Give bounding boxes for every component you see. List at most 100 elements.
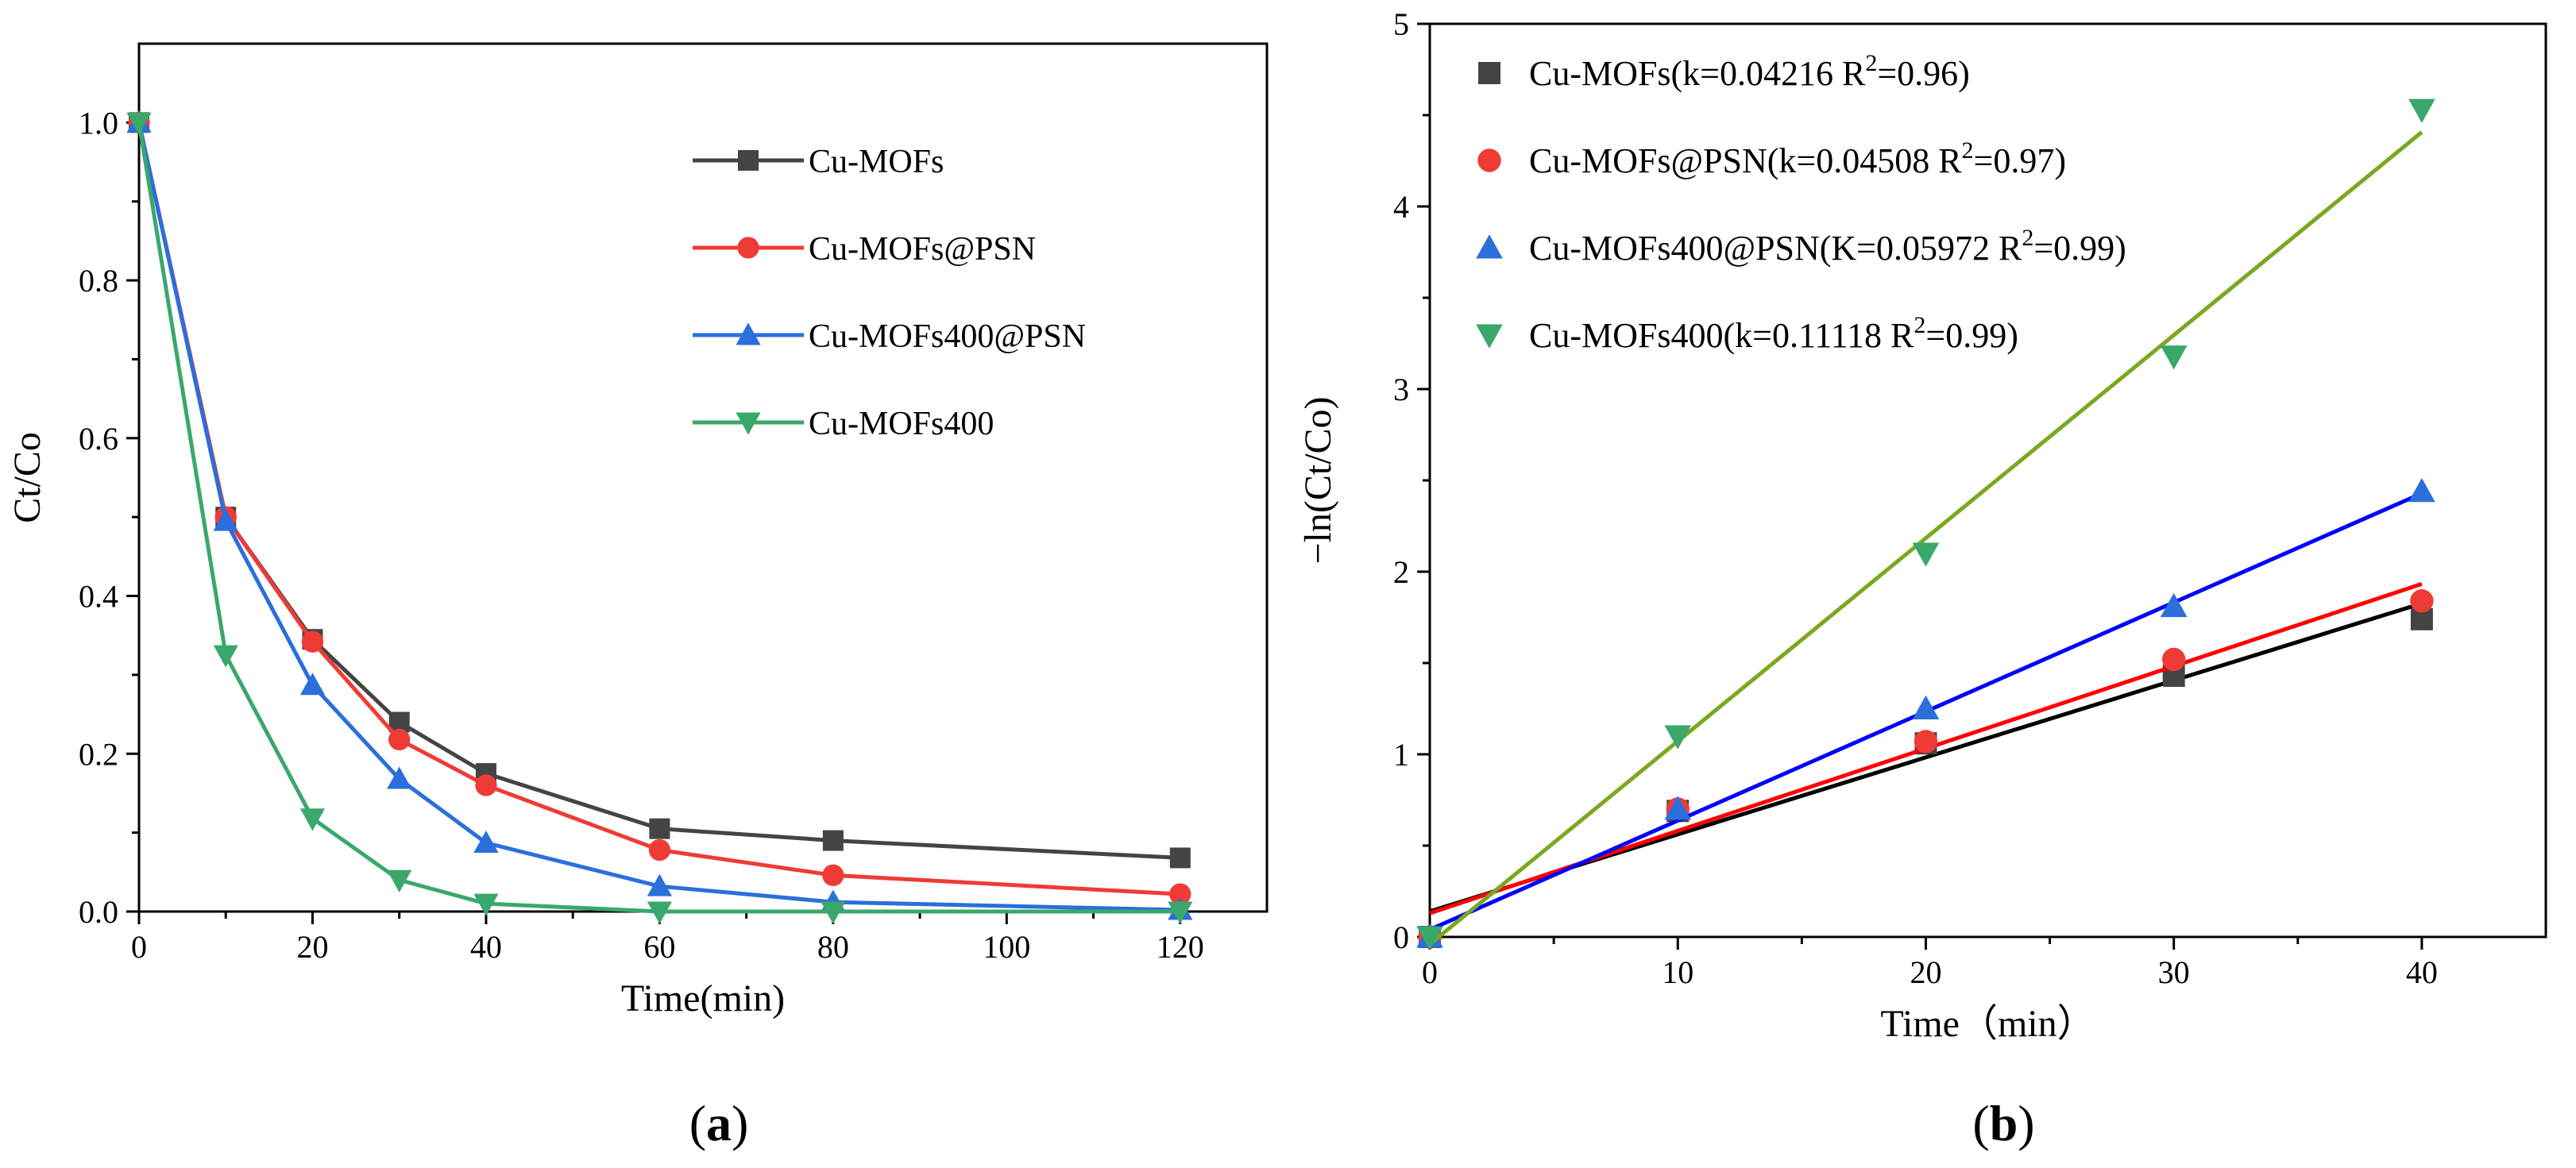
data-point (647, 901, 672, 924)
legend-label-tail: =0.96) (1877, 54, 1969, 93)
legend-marker (738, 150, 759, 171)
x-tick-label: 40 (2406, 954, 2438, 990)
data-point (647, 873, 672, 896)
panel-label: (b) (1972, 1095, 2034, 1151)
data-point (1664, 725, 1692, 750)
data-point (822, 830, 844, 851)
data-point (473, 893, 499, 916)
legend-marker (1476, 234, 1503, 259)
y-tick-label: 1.0 (79, 105, 118, 141)
x-tick-label: 120 (1157, 929, 1204, 965)
series-1 (1418, 581, 2434, 949)
data-point (821, 901, 846, 924)
series-line (137, 121, 1180, 896)
legend: Cu-MOFs(k=0.04216 R2=0.96)Cu-MOFs@PSN(k=… (1476, 50, 2126, 355)
data-point (473, 830, 499, 854)
data-point (822, 864, 844, 886)
legend-marker (1476, 324, 1503, 349)
legend-label-superscript: 2 (2022, 225, 2033, 251)
x-tick-label: 20 (296, 929, 328, 965)
legend-label: Cu-MOFs(k=0.04216 R2=0.96) (1529, 50, 1970, 93)
legend-label: Cu-MOFs (809, 144, 944, 180)
legend-label: Cu-MOFs400@PSN (809, 318, 1086, 355)
legend-label: Cu-MOFs400 (809, 406, 994, 442)
x-axis-title: Time(min) (621, 977, 785, 1020)
y-tick-label: 0 (1393, 919, 1409, 955)
legend-label: Cu-MOFs400(k=0.11118 R2=0.99) (1529, 312, 2018, 355)
legend-label-tail: =0.99) (2033, 229, 2126, 268)
fit-line (1428, 130, 2423, 946)
x-tick-label: 80 (817, 929, 849, 965)
y-axis-title: −ln(Ct/Co) (1297, 396, 1339, 564)
data-point (475, 774, 497, 796)
legend-label-tail: =0.97) (1974, 141, 2066, 180)
legend-label-main: Cu-MOFs@PSN(k=0.04508 R (1529, 141, 1962, 180)
legend-marker (1478, 62, 1500, 84)
x-tick-label: 30 (2158, 954, 2190, 990)
panel-label-letter: a (706, 1095, 732, 1151)
legend-marker (1477, 148, 1501, 172)
y-tick-label: 1 (1393, 737, 1409, 773)
data-point (301, 630, 324, 653)
data-point (126, 112, 152, 135)
legend-marker (736, 322, 761, 345)
data-point (2410, 589, 2434, 613)
plot-frame (137, 42, 1269, 913)
legend-label: Cu-MOFs@PSN (809, 231, 1036, 268)
series-line (137, 121, 1180, 912)
panel-label: (a) (689, 1095, 749, 1151)
legend-label-superscript: 2 (1865, 50, 1877, 76)
y-tick-label: 5 (1393, 6, 1409, 42)
legend-label-main: Cu-MOFs400(k=0.11118 R (1529, 316, 1914, 355)
data-point (2160, 592, 2188, 618)
y-tick-label: 0.2 (79, 736, 118, 772)
x-tick-label: 0 (131, 929, 147, 965)
x-tick-label: 100 (983, 929, 1030, 965)
series-cu-mofs400 (126, 112, 1193, 924)
data-point (1912, 695, 1940, 719)
data-point (2161, 647, 2186, 672)
y-tick-label: 0.0 (79, 894, 118, 930)
legend-label-superscript: 2 (1962, 137, 1974, 164)
legend-label-superscript: 2 (1914, 312, 1925, 338)
data-point (1912, 542, 1940, 567)
panel-label-open: ( (1972, 1095, 1989, 1151)
data-point (299, 673, 326, 696)
series-0 (1419, 601, 2433, 948)
data-point (299, 808, 326, 831)
y-tick-label: 0.4 (79, 579, 118, 615)
panel-b-chart: 0 10 20 30 40 0 1 2 3 4 5 Time（min） −ln(Ct/Co) (b) Cu-… (1297, 6, 2547, 1151)
data-point (1169, 847, 1191, 869)
series-cu-mofs (129, 112, 1191, 869)
x-axis-title: Time（min） (1880, 1003, 2095, 1045)
series-line (137, 121, 1180, 914)
data-point (649, 818, 670, 839)
panel-a-chart: 0 20 40 60 80 100 120 0.0 0.2 0.4 0.6 0.8 1.0 Time(mi… (6, 42, 1269, 1151)
data-point (1169, 883, 1191, 905)
legend: Cu-MOFs Cu-MOFs@PSN Cu-MOFs400@PSN Cu-MOFs4… (693, 144, 1086, 442)
panel-label-open: ( (689, 1095, 706, 1151)
x-tick-label: 0 (1422, 954, 1438, 990)
data-point (387, 869, 412, 892)
panel-label-close: ) (732, 1095, 748, 1151)
x-tick-label: 20 (1910, 954, 1941, 990)
x-tick-label: 10 (1662, 954, 1694, 990)
legend-label-main: Cu-MOFs(k=0.04216 R (1529, 54, 1866, 93)
y-axis-title: Ct/Co (6, 432, 48, 523)
data-point (1914, 730, 1938, 754)
series-cu-mofs400-psn (126, 110, 1193, 920)
data-point (213, 508, 238, 531)
x-tick-label: 60 (643, 929, 675, 965)
data-point (1416, 926, 1443, 950)
data-point (387, 766, 412, 789)
data-point (1168, 901, 1193, 924)
y-tick-label: 3 (1393, 372, 1409, 407)
x-tick-label: 40 (470, 929, 502, 965)
legend-label-tail: =0.99) (1925, 316, 2018, 355)
series-3 (1416, 98, 2435, 950)
y-tick-label: 0.6 (79, 421, 118, 457)
data-point (648, 838, 671, 862)
legend-marker (737, 237, 759, 259)
data-point (2408, 98, 2435, 123)
